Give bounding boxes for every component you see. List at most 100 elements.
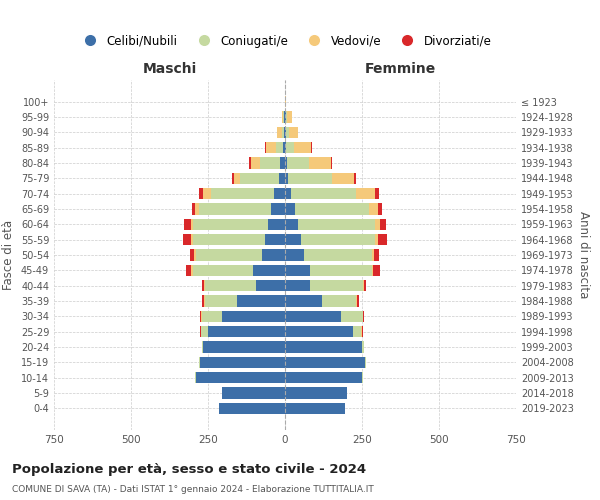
Bar — [277, 126, 282, 138]
Text: Femmine: Femmine — [365, 62, 436, 76]
Bar — [286, 142, 294, 154]
Bar — [285, 142, 286, 154]
Bar — [191, 264, 193, 276]
Bar — [193, 234, 265, 245]
Bar — [205, 296, 237, 307]
Bar — [365, 356, 367, 368]
Bar — [285, 326, 353, 338]
Bar — [358, 296, 359, 307]
Bar — [199, 356, 200, 368]
Bar — [285, 264, 310, 276]
Bar — [304, 249, 372, 261]
Bar — [219, 402, 285, 414]
Bar — [262, 249, 285, 261]
Bar — [208, 326, 285, 338]
Bar — [364, 280, 365, 291]
Bar — [285, 234, 301, 245]
Bar — [373, 264, 380, 276]
Bar — [193, 264, 253, 276]
Bar — [298, 218, 375, 230]
Bar — [301, 234, 375, 245]
Bar — [233, 172, 241, 184]
Bar — [276, 142, 283, 154]
Bar — [292, 188, 356, 200]
Bar — [286, 111, 287, 122]
Bar — [274, 188, 285, 200]
Bar — [356, 188, 375, 200]
Bar — [241, 172, 279, 184]
Bar — [372, 249, 374, 261]
Text: Popolazione per età, sesso e stato civile - 2024: Popolazione per età, sesso e stato civil… — [12, 462, 366, 475]
Bar — [353, 172, 356, 184]
Bar — [287, 157, 309, 168]
Bar — [281, 111, 283, 122]
Bar — [322, 296, 356, 307]
Bar — [294, 142, 311, 154]
Bar — [265, 234, 285, 245]
Bar — [309, 157, 331, 168]
Bar — [183, 234, 191, 245]
Bar — [282, 126, 284, 138]
Bar — [253, 264, 285, 276]
Bar — [268, 218, 285, 230]
Bar — [285, 280, 310, 291]
Bar — [378, 234, 387, 245]
Bar — [205, 280, 256, 291]
Bar — [341, 310, 362, 322]
Bar — [202, 342, 203, 353]
Bar — [184, 218, 191, 230]
Bar — [284, 126, 285, 138]
Bar — [285, 342, 362, 353]
Bar — [280, 157, 285, 168]
Bar — [195, 203, 199, 214]
Bar — [375, 218, 380, 230]
Bar — [200, 310, 201, 322]
Bar — [260, 157, 280, 168]
Bar — [196, 372, 285, 384]
Bar — [284, 111, 285, 122]
Bar — [202, 280, 204, 291]
Bar — [248, 157, 251, 168]
Bar — [361, 326, 362, 338]
Bar — [202, 296, 205, 307]
Bar — [200, 326, 201, 338]
Bar — [187, 264, 191, 276]
Bar — [285, 372, 362, 384]
Bar — [285, 188, 292, 200]
Bar — [256, 280, 285, 291]
Bar — [285, 388, 347, 399]
Bar — [191, 218, 193, 230]
Bar — [193, 218, 268, 230]
Bar — [265, 142, 266, 154]
Bar — [283, 111, 284, 122]
Bar — [332, 172, 353, 184]
Bar — [375, 188, 379, 200]
Bar — [295, 203, 369, 214]
Bar — [285, 402, 346, 414]
Y-axis label: Fasce di età: Fasce di età — [2, 220, 15, 290]
Bar — [202, 310, 222, 322]
Bar — [285, 203, 295, 214]
Bar — [362, 342, 364, 353]
Bar — [362, 280, 364, 291]
Text: COMUNE DI SAVA (TA) - Dati ISTAT 1° gennaio 2024 - Elaborazione TUTTITALIA.IT: COMUNE DI SAVA (TA) - Dati ISTAT 1° genn… — [12, 485, 374, 494]
Bar — [222, 388, 285, 399]
Legend: Celibi/Nubili, Coniugati/e, Vedovi/e, Divorziati/e: Celibi/Nubili, Coniugati/e, Vedovi/e, Di… — [74, 30, 496, 52]
Bar — [285, 296, 322, 307]
Bar — [285, 111, 286, 122]
Bar — [237, 296, 285, 307]
Bar — [285, 126, 286, 138]
Bar — [285, 249, 304, 261]
Bar — [363, 310, 364, 322]
Bar — [190, 249, 194, 261]
Bar — [285, 218, 298, 230]
Bar — [204, 280, 205, 291]
Text: Maschi: Maschi — [142, 62, 197, 76]
Bar — [369, 203, 379, 214]
Bar — [380, 218, 386, 230]
Bar — [310, 280, 362, 291]
Bar — [211, 188, 274, 200]
Bar — [372, 264, 373, 276]
Bar — [289, 126, 298, 138]
Bar — [285, 310, 341, 322]
